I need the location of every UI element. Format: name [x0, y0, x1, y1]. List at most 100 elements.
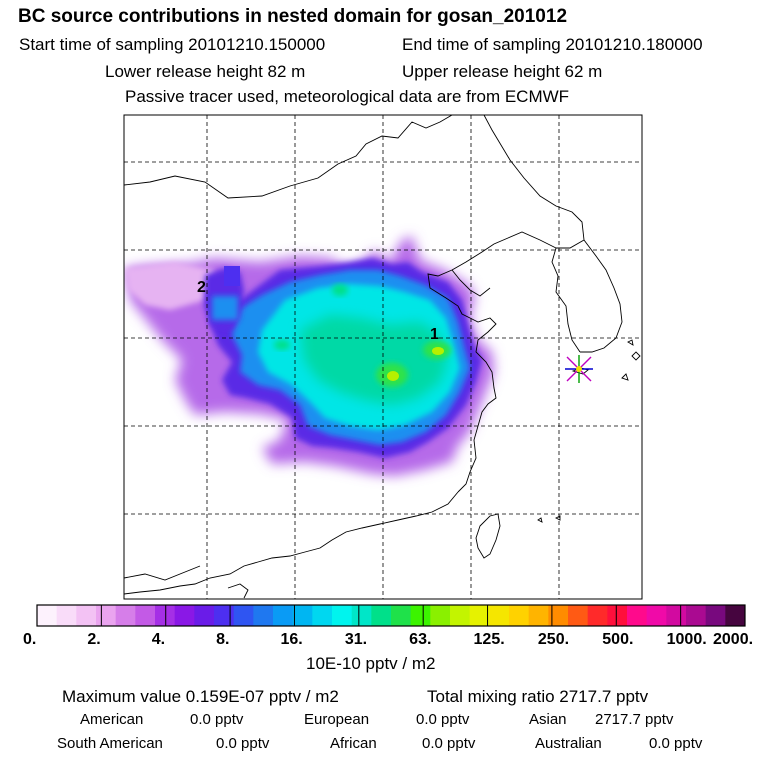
lat-lon-grid	[124, 115, 642, 599]
japan-islet-3	[627, 339, 634, 346]
korea-china-border	[451, 231, 557, 271]
colorbar-tick-label: 16.	[280, 631, 302, 648]
colorbar-segment	[607, 605, 628, 626]
maximum-value: Maximum value 0.159E-07 pptv / m2	[62, 687, 339, 706]
colorbar-segment	[37, 605, 58, 626]
color-scale-bar: 0. 2. 4. 8. 16. 31. 63. 125. 250. 500. 1000. 2000.	[23, 604, 753, 648]
lower-release-height: Lower release height 82 m	[105, 62, 306, 81]
plume-lavender-fringe	[125, 262, 215, 310]
colorbar-segment	[686, 605, 707, 626]
colorbar-segment	[214, 605, 235, 626]
american-value: 0.0 pptv	[190, 711, 244, 728]
asian-label: Asian	[529, 711, 567, 728]
australian-label: Australian	[535, 735, 602, 752]
colorbar-segment	[273, 605, 294, 626]
colorbar-segment	[410, 605, 431, 626]
colorbar-segment	[627, 605, 648, 626]
ryukyu-islet-1	[537, 517, 543, 523]
colorbar-segment	[450, 605, 471, 626]
tracer-note: Passive tracer used, meteorological data…	[125, 87, 570, 106]
colorbar-segment	[469, 605, 490, 626]
taiwan	[475, 513, 501, 559]
map-frame	[123, 114, 643, 600]
australian-value: 0.0 pptv	[649, 735, 703, 752]
plume-upper-lobe-blue	[212, 296, 238, 320]
colorbar-tick-label: 8.	[216, 631, 229, 648]
upper-release-height: Upper release height 62 m	[402, 62, 603, 81]
bohai-coast	[427, 269, 497, 493]
colorbar-segment	[292, 605, 313, 626]
hainan	[227, 583, 249, 599]
colorbar-segment	[96, 605, 117, 626]
african-value: 0.0 pptv	[422, 735, 476, 752]
asian-value: 2717.7 pptv	[595, 711, 674, 728]
plume-yellowgreen-core-a	[387, 371, 399, 381]
colorbar-segment	[725, 605, 746, 626]
russia-china-border	[483, 115, 585, 249]
colorbar-segment	[253, 605, 274, 626]
mongolia-border	[124, 115, 453, 199]
colorbar-tick-label: 500.	[602, 631, 633, 648]
colorbar-segment	[568, 605, 589, 626]
south-american-value: 0.0 pptv	[216, 735, 270, 752]
colorbar-segment	[646, 605, 667, 626]
african-label: African	[330, 735, 377, 752]
colorbar-segment	[705, 605, 726, 626]
colorbar-segment	[528, 605, 549, 626]
korea-east-coast	[580, 239, 623, 353]
colorbar-segment	[56, 605, 77, 626]
colorbar-tick-label: 2.	[87, 631, 100, 648]
plume-green-spot-d	[274, 340, 290, 350]
colorbar-segment	[391, 605, 412, 626]
plume-green-spot-c	[332, 284, 348, 296]
total-mixing-ratio: Total mixing ratio 2717.7 pptv	[427, 687, 649, 706]
colorbar-segment	[233, 605, 254, 626]
liaodong-peninsula	[451, 269, 491, 297]
plume-teal	[300, 315, 448, 405]
ryukyu-islet-2	[554, 515, 561, 521]
european-label: European	[304, 711, 370, 728]
japan-islet-1	[621, 373, 629, 381]
colorbar-tick-label: 31.	[345, 631, 367, 648]
south-american-label: South American	[57, 735, 163, 752]
south-china-coast	[124, 491, 459, 595]
colorbar-segment	[312, 605, 333, 626]
colorbar-unit-label: 10E-10 pptv / m2	[306, 654, 436, 673]
colorbar-tick-label: 250.	[538, 631, 569, 648]
colorbar-segment	[489, 605, 510, 626]
colorbar-frame	[36, 604, 746, 627]
site-label-2: 2	[197, 279, 206, 296]
colorbar-segment	[76, 605, 97, 626]
plume-yellowgreen-core-b	[432, 347, 444, 355]
european-value: 0.0 pptv	[416, 711, 470, 728]
japan-islet-2	[631, 351, 641, 361]
start-time: Start time of sampling 20101210.150000	[19, 35, 326, 54]
american-label: American	[80, 711, 144, 728]
site-label-1: 1	[430, 326, 439, 343]
colorbar-segment	[155, 605, 176, 626]
colorbar-segment	[666, 605, 687, 626]
korea-west-coast	[551, 247, 581, 353]
vietnam-border	[124, 565, 201, 581]
colorbar-segment	[135, 605, 156, 626]
colorbar-segment	[115, 605, 136, 626]
colorbar-segment	[351, 605, 372, 626]
colorbar-segment	[371, 605, 392, 626]
colorbar-tick-label: 4.	[152, 631, 165, 648]
colorbar-tick-label: 63.	[409, 631, 431, 648]
concentration-plume	[125, 236, 494, 476]
colorbar-segment	[332, 605, 353, 626]
colorbar-segment	[509, 605, 530, 626]
plume-top-notch	[224, 266, 240, 286]
coastlines	[124, 115, 641, 599]
colorbar-segment	[548, 605, 569, 626]
colorbar-tick-label: 0.	[23, 631, 36, 648]
colorbar-segment	[174, 605, 195, 626]
plot-title: BC source contributions in nested domain…	[18, 6, 568, 27]
colorbar-tick-label: 1000.	[667, 631, 707, 648]
colorbar-tick-label: 125.	[474, 631, 505, 648]
colorbar-tick-label: 2000.	[713, 631, 753, 648]
colorbar-segment	[194, 605, 215, 626]
receptor-star-marker	[565, 355, 593, 383]
